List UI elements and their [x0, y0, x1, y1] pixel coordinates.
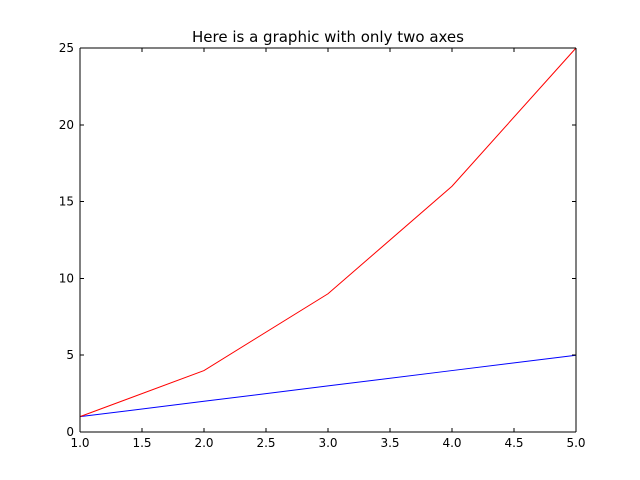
x-tick-label: 3.0 — [318, 436, 337, 450]
series-line-1 — [79, 354, 577, 418]
y-tick-label: 10 — [59, 271, 74, 285]
y-tick-label: 0 — [66, 425, 74, 439]
y-tick-label: 25 — [59, 41, 74, 55]
chart-title: Here is a graphic with only two axes — [192, 28, 464, 46]
y-tick-label: 5 — [66, 348, 74, 362]
x-tick-label: 1.5 — [132, 436, 151, 450]
x-tick-label: 1.0 — [70, 436, 89, 450]
y-tick-label: 15 — [59, 195, 74, 209]
x-tick-label: 3.5 — [380, 436, 399, 450]
x-tick-label: 2.0 — [194, 436, 213, 450]
x-tick-label: 4.5 — [504, 436, 523, 450]
x-tick-label: 2.5 — [256, 436, 275, 450]
series-line-2 — [79, 47, 577, 418]
x-axis-ticks: 1.0 1.5 2.0 2.5 3.0 3.5 4.0 4.5 5.0 — [70, 48, 586, 450]
x-tick-label: 4.0 — [442, 436, 461, 450]
y-tick-label: 20 — [59, 118, 74, 132]
y-axis-ticks: 0 5 10 15 20 25 — [59, 41, 576, 439]
series-layer — [79, 47, 577, 418]
x-tick-label: 5.0 — [566, 436, 585, 450]
